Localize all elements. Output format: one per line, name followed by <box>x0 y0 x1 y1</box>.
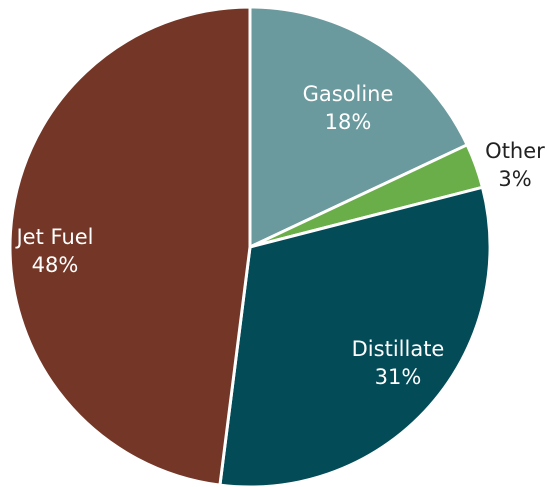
slice-label: Distillate <box>352 337 445 361</box>
pie-slice <box>8 5 252 487</box>
pie-slice <box>248 5 470 250</box>
slice-label: Gasoline <box>303 82 394 106</box>
pie-slice <box>218 185 492 487</box>
slice-value-label: 3% <box>498 167 531 191</box>
slice-value-label: 48% <box>32 253 79 277</box>
slice-value-label: 18% <box>325 110 372 134</box>
slice-label: Jet Fuel <box>14 225 93 249</box>
slice-label: Other <box>485 139 545 163</box>
slice-value-label: 31% <box>375 365 422 389</box>
